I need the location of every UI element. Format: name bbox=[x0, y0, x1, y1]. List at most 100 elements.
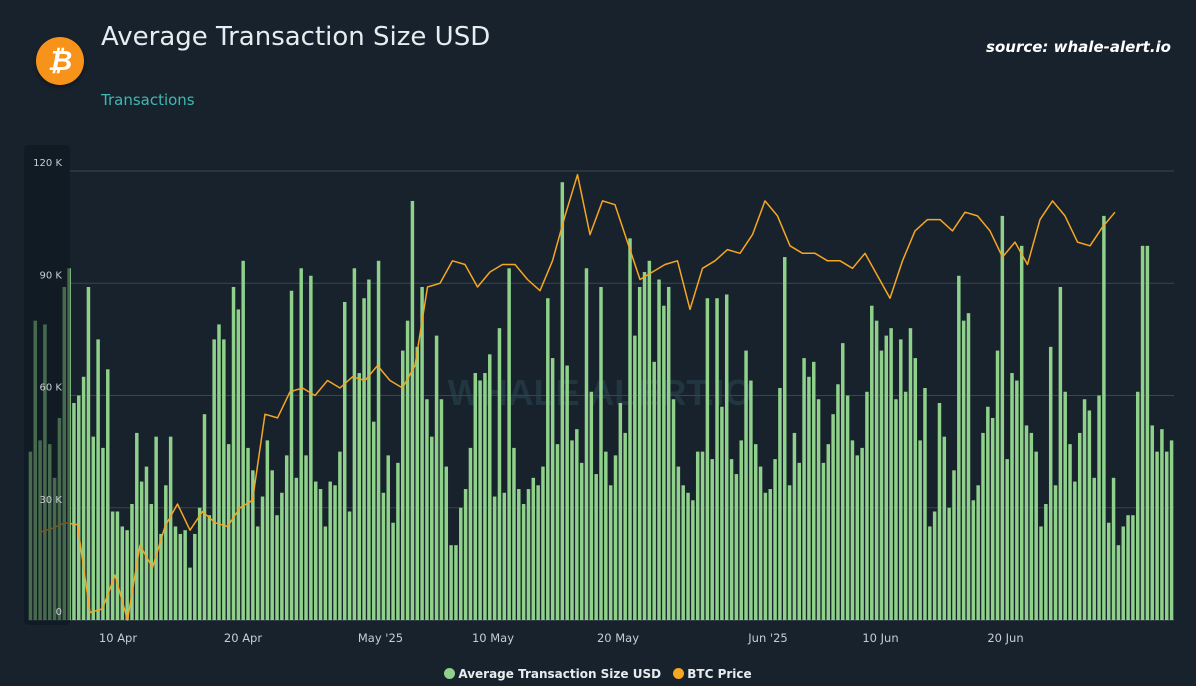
bar[interactable] bbox=[657, 279, 661, 620]
bar[interactable] bbox=[666, 286, 671, 620]
bar[interactable] bbox=[77, 395, 81, 621]
bar[interactable] bbox=[226, 444, 231, 620]
bar[interactable] bbox=[328, 481, 332, 620]
bar[interactable] bbox=[642, 272, 647, 620]
bar[interactable] bbox=[546, 298, 550, 620]
bar[interactable] bbox=[1087, 410, 1092, 620]
bar[interactable] bbox=[318, 489, 323, 620]
bar[interactable] bbox=[831, 414, 835, 620]
bar[interactable] bbox=[1073, 481, 1077, 620]
bar[interactable] bbox=[826, 444, 831, 620]
bar[interactable] bbox=[676, 466, 681, 620]
bar[interactable] bbox=[125, 530, 129, 620]
bar[interactable] bbox=[144, 466, 149, 620]
bar[interactable] bbox=[473, 373, 478, 620]
bar[interactable] bbox=[260, 496, 265, 620]
bar[interactable] bbox=[686, 492, 690, 620]
bar[interactable] bbox=[391, 522, 395, 620]
bar[interactable] bbox=[729, 459, 734, 620]
bar[interactable] bbox=[463, 489, 468, 620]
bar[interactable] bbox=[695, 451, 700, 621]
bar[interactable] bbox=[724, 294, 729, 620]
bar[interactable] bbox=[81, 376, 86, 620]
bar[interactable] bbox=[362, 298, 366, 620]
bar[interactable] bbox=[753, 444, 758, 620]
bar[interactable] bbox=[96, 339, 100, 621]
bar[interactable] bbox=[773, 459, 777, 620]
bar[interactable] bbox=[265, 440, 270, 620]
bar[interactable] bbox=[710, 459, 714, 620]
bar[interactable] bbox=[749, 380, 753, 620]
bar[interactable] bbox=[357, 373, 361, 620]
bar[interactable] bbox=[1135, 391, 1140, 620]
bar[interactable] bbox=[1015, 380, 1019, 620]
bar[interactable] bbox=[681, 485, 685, 620]
bar[interactable] bbox=[502, 492, 507, 620]
bar[interactable] bbox=[579, 462, 584, 620]
bar[interactable] bbox=[342, 301, 347, 620]
bar[interactable] bbox=[879, 350, 884, 620]
bar[interactable] bbox=[338, 451, 342, 621]
bar[interactable] bbox=[758, 466, 763, 620]
bar[interactable] bbox=[802, 358, 806, 620]
bar[interactable] bbox=[512, 447, 516, 620]
bar[interactable] bbox=[783, 257, 787, 620]
bar[interactable] bbox=[913, 358, 918, 620]
bar[interactable] bbox=[860, 447, 864, 620]
bar[interactable] bbox=[1145, 245, 1150, 620]
bar[interactable] bbox=[700, 451, 705, 621]
bar[interactable] bbox=[715, 298, 719, 620]
bar[interactable] bbox=[1097, 395, 1101, 621]
bar[interactable] bbox=[932, 511, 937, 620]
legend-item-avg-size[interactable]: Average Transaction Size USD bbox=[444, 667, 661, 681]
bar[interactable] bbox=[159, 533, 163, 620]
bar[interactable] bbox=[488, 354, 492, 620]
bar[interactable] bbox=[313, 481, 318, 620]
bar[interactable] bbox=[691, 500, 695, 620]
bar[interactable] bbox=[797, 462, 801, 620]
bar[interactable] bbox=[439, 399, 444, 620]
bar[interactable] bbox=[120, 526, 125, 620]
bar[interactable] bbox=[507, 268, 511, 620]
bar[interactable] bbox=[188, 567, 192, 620]
bar[interactable] bbox=[575, 429, 579, 620]
bar[interactable] bbox=[990, 417, 995, 620]
bar[interactable] bbox=[560, 182, 565, 621]
bar[interactable] bbox=[280, 492, 284, 620]
bar[interactable] bbox=[183, 530, 187, 620]
bar[interactable] bbox=[541, 466, 545, 620]
bar[interactable] bbox=[589, 391, 594, 620]
bar[interactable] bbox=[957, 275, 961, 620]
bar[interactable] bbox=[599, 286, 603, 620]
bar[interactable] bbox=[173, 526, 178, 620]
bar[interactable] bbox=[903, 391, 908, 620]
bar[interactable] bbox=[1058, 286, 1063, 620]
bar[interactable] bbox=[454, 545, 458, 620]
bar[interactable] bbox=[255, 526, 260, 620]
bar[interactable] bbox=[1082, 399, 1087, 620]
legend-item-btc-price[interactable]: BTC Price bbox=[673, 667, 752, 681]
bar[interactable] bbox=[865, 391, 869, 620]
bar[interactable] bbox=[1150, 425, 1154, 620]
bar[interactable] bbox=[889, 328, 893, 620]
bar[interactable] bbox=[1053, 485, 1058, 620]
bar[interactable] bbox=[1169, 440, 1174, 620]
bar[interactable] bbox=[928, 526, 932, 620]
bar[interactable] bbox=[841, 343, 845, 620]
bar[interactable] bbox=[270, 470, 274, 620]
bar[interactable] bbox=[193, 533, 197, 620]
bar[interactable] bbox=[976, 485, 980, 620]
bar[interactable] bbox=[671, 399, 676, 620]
bar[interactable] bbox=[536, 485, 540, 620]
bar[interactable] bbox=[555, 444, 560, 620]
bar[interactable] bbox=[202, 414, 207, 620]
bar[interactable] bbox=[115, 511, 120, 620]
bar[interactable] bbox=[1068, 444, 1072, 620]
bar[interactable] bbox=[908, 328, 913, 620]
bar[interactable] bbox=[284, 455, 289, 620]
bar[interactable] bbox=[618, 402, 623, 620]
bar[interactable] bbox=[110, 511, 115, 620]
bar[interactable] bbox=[812, 361, 816, 620]
bar[interactable] bbox=[884, 335, 889, 620]
bar[interactable] bbox=[197, 507, 202, 620]
